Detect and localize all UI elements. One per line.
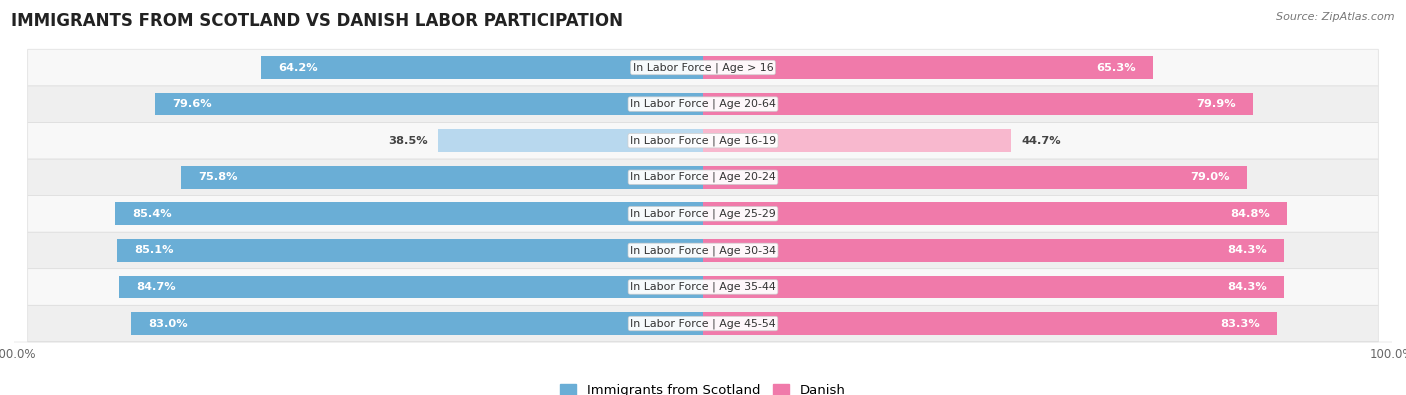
Bar xyxy=(115,203,703,225)
Text: 79.0%: 79.0% xyxy=(1191,172,1230,182)
Text: In Labor Force | Age 25-29: In Labor Force | Age 25-29 xyxy=(630,209,776,219)
FancyBboxPatch shape xyxy=(28,159,1378,196)
Text: In Labor Force | Age 30-34: In Labor Force | Age 30-34 xyxy=(630,245,776,256)
Text: In Labor Force | Age 20-64: In Labor Force | Age 20-64 xyxy=(630,99,776,109)
Text: 84.3%: 84.3% xyxy=(1227,245,1267,256)
Legend: Immigrants from Scotland, Danish: Immigrants from Scotland, Danish xyxy=(555,379,851,395)
Bar xyxy=(703,129,1011,152)
Text: In Labor Force | Age 45-54: In Labor Force | Age 45-54 xyxy=(630,318,776,329)
Bar xyxy=(181,166,703,188)
Text: 79.6%: 79.6% xyxy=(172,99,211,109)
Text: IMMIGRANTS FROM SCOTLAND VS DANISH LABOR PARTICIPATION: IMMIGRANTS FROM SCOTLAND VS DANISH LABOR… xyxy=(11,12,623,30)
Text: Source: ZipAtlas.com: Source: ZipAtlas.com xyxy=(1277,12,1395,22)
Text: In Labor Force | Age 20-24: In Labor Force | Age 20-24 xyxy=(630,172,776,182)
Bar xyxy=(703,239,1284,262)
Text: 75.8%: 75.8% xyxy=(198,172,238,182)
Bar xyxy=(120,276,703,298)
Text: 79.9%: 79.9% xyxy=(1197,99,1236,109)
Text: In Labor Force | Age 35-44: In Labor Force | Age 35-44 xyxy=(630,282,776,292)
FancyBboxPatch shape xyxy=(28,86,1378,122)
Text: 85.4%: 85.4% xyxy=(132,209,172,219)
FancyBboxPatch shape xyxy=(28,232,1378,269)
Text: In Labor Force | Age 16-19: In Labor Force | Age 16-19 xyxy=(630,135,776,146)
Text: 84.8%: 84.8% xyxy=(1230,209,1270,219)
Text: 84.7%: 84.7% xyxy=(136,282,176,292)
Text: 83.0%: 83.0% xyxy=(149,318,188,329)
Bar xyxy=(703,56,1153,79)
Bar xyxy=(703,93,1254,115)
Bar xyxy=(437,129,703,152)
FancyBboxPatch shape xyxy=(28,196,1378,232)
FancyBboxPatch shape xyxy=(28,305,1378,342)
Bar xyxy=(117,239,703,262)
Text: 38.5%: 38.5% xyxy=(388,135,427,146)
Text: 85.1%: 85.1% xyxy=(134,245,173,256)
Bar xyxy=(703,203,1288,225)
Bar xyxy=(260,56,703,79)
Text: 64.2%: 64.2% xyxy=(278,62,318,73)
Bar xyxy=(155,93,703,115)
Bar xyxy=(703,166,1247,188)
Text: 65.3%: 65.3% xyxy=(1097,62,1136,73)
FancyBboxPatch shape xyxy=(28,122,1378,159)
FancyBboxPatch shape xyxy=(28,49,1378,86)
Text: 83.3%: 83.3% xyxy=(1220,318,1260,329)
FancyBboxPatch shape xyxy=(28,269,1378,305)
Text: 44.7%: 44.7% xyxy=(1021,135,1062,146)
Bar xyxy=(131,312,703,335)
Text: In Labor Force | Age > 16: In Labor Force | Age > 16 xyxy=(633,62,773,73)
Bar xyxy=(703,276,1284,298)
Bar xyxy=(703,312,1277,335)
Text: 84.3%: 84.3% xyxy=(1227,282,1267,292)
